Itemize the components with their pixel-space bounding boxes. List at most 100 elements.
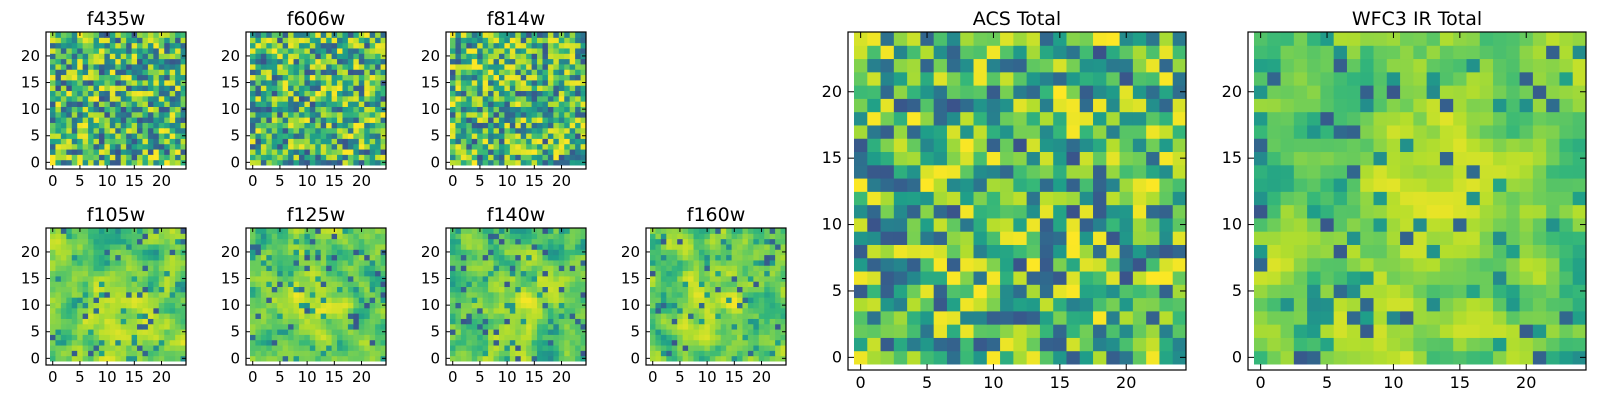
- heatmap-cell: [520, 79, 527, 86]
- heatmap-cell: [137, 323, 143, 330]
- heatmap-cell: [450, 127, 456, 134]
- heatmap-cell: [137, 37, 143, 44]
- heatmap-cell: [375, 138, 382, 145]
- heatmap-cell: [986, 350, 1001, 365]
- heatmap-cell: [326, 149, 333, 155]
- heatmap-cell: [326, 313, 333, 319]
- heatmap-cell: [320, 159, 327, 166]
- heatmap-cell: [380, 154, 387, 161]
- heatmap-cell: [266, 138, 273, 145]
- heatmap-cell: [309, 133, 316, 139]
- heatmap-cell: [358, 69, 365, 76]
- heatmap-cell: [498, 297, 505, 303]
- heatmap-cell: [498, 334, 505, 341]
- heatmap-cell: [655, 265, 662, 272]
- heatmap-cell: [277, 307, 284, 314]
- heatmap-cell: [104, 95, 111, 102]
- heatmap-cell: [137, 259, 143, 266]
- heatmap-cell: [493, 249, 500, 256]
- heatmap-cell: [580, 270, 587, 277]
- heatmap-cell: [82, 265, 89, 272]
- heatmap-cell: [55, 254, 62, 261]
- heatmap-cell: [471, 233, 478, 240]
- heatmap-cell: [271, 339, 278, 346]
- heatmap-cell: [353, 323, 360, 330]
- heatmap-cell: [88, 154, 95, 161]
- heatmap-cell: [298, 37, 305, 44]
- heatmap-cell: [564, 291, 571, 298]
- heatmap-cell: [660, 228, 667, 234]
- heatmap-cell: [260, 291, 267, 298]
- heatmap-cell: [277, 69, 284, 76]
- heatmap-cell: [498, 233, 505, 240]
- heatmap-cell: [331, 133, 338, 139]
- heatmap-cell: [671, 291, 678, 298]
- heatmap-cell: [71, 355, 78, 362]
- heatmap-cell: [88, 334, 95, 341]
- heatmap-cell: [109, 249, 116, 256]
- heatmap-cell: [488, 138, 495, 145]
- heatmap-cell: [780, 228, 787, 234]
- heatmap-cell: [537, 291, 543, 298]
- heatmap-cell: [655, 345, 662, 351]
- heatmap-cell: [531, 149, 538, 155]
- heatmap-cell: [780, 350, 787, 357]
- heatmap-cell: [758, 270, 765, 277]
- heatmap-cell: [331, 334, 338, 341]
- heatmap-cell: [320, 63, 327, 70]
- heatmap-cell: [50, 339, 56, 346]
- heatmap-cell: [493, 69, 500, 76]
- heatmap-cell: [731, 233, 738, 240]
- heatmap-cell: [542, 133, 549, 139]
- heatmap-cell: [71, 90, 78, 97]
- heatmap-cell: [537, 138, 543, 145]
- heatmap-cell: [271, 154, 278, 161]
- heatmap-cell: [482, 259, 489, 266]
- heatmap-cell: [960, 231, 975, 245]
- heatmap-cell: [147, 238, 154, 245]
- heatmap-cell: [164, 313, 171, 319]
- heatmap-cell: [455, 329, 462, 335]
- heatmap-cell: [126, 270, 133, 277]
- heatmap-cell: [1146, 297, 1160, 312]
- heatmap-cell: [509, 265, 516, 272]
- heatmap-cell: [77, 307, 84, 314]
- heatmap-cell: [466, 111, 473, 118]
- heatmap-cell: [71, 281, 78, 288]
- heatmap-cell: [82, 350, 89, 357]
- heatmap-cell: [575, 117, 582, 123]
- heatmap-cell: [255, 355, 262, 362]
- heatmap-cell: [575, 313, 582, 319]
- heatmap-cell: [358, 286, 365, 293]
- heatmap-cell: [482, 90, 489, 97]
- heatmap-cell: [1026, 231, 1041, 245]
- heatmap-cell: [715, 345, 722, 351]
- heatmap-cell: [450, 329, 456, 335]
- heatmap-cell: [255, 143, 262, 150]
- heatmap-cell: [520, 149, 527, 155]
- heatmap-cell: [315, 138, 322, 145]
- heatmap-cell: [504, 58, 511, 65]
- heatmap-cell: [466, 323, 473, 330]
- heatmap-cell: [375, 53, 382, 60]
- heatmap-cell: [380, 265, 387, 272]
- heatmap-cell: [369, 281, 376, 288]
- heatmap-cell: [558, 47, 565, 54]
- heatmap-cell: [298, 286, 305, 293]
- heatmap-cell: [293, 74, 300, 81]
- heatmap-cell: [1146, 178, 1160, 192]
- heatmap-cell: [569, 249, 576, 256]
- heatmap-cell: [531, 101, 538, 107]
- heatmap-cell: [304, 58, 311, 65]
- heatmap-cell: [142, 339, 149, 346]
- heatmap-cell: [260, 297, 267, 303]
- heatmap-cell: [266, 228, 273, 234]
- heatmap-cell: [120, 265, 127, 272]
- heatmap-cell: [946, 337, 961, 352]
- heatmap-cell: [537, 127, 543, 134]
- heatmap-cell: [1053, 178, 1067, 192]
- heatmap-cell: [504, 291, 511, 298]
- heatmap-cell: [715, 265, 722, 272]
- heatmap-cell: [315, 275, 322, 282]
- heatmap-cell: [780, 259, 787, 266]
